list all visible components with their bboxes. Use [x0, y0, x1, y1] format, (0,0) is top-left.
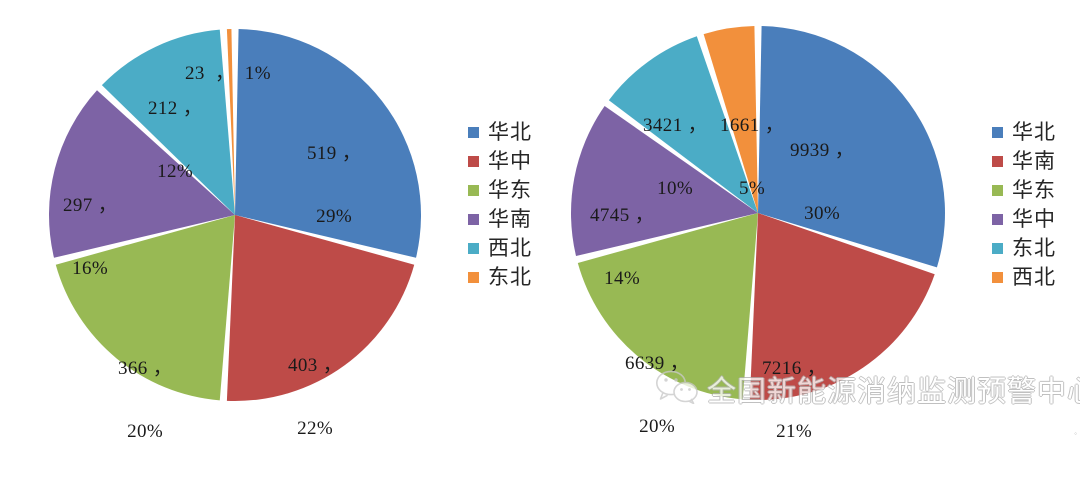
legend-item-华北[interactable]: 华北 — [468, 118, 532, 147]
data-label-huanan: 7216 ， 21% — [762, 315, 826, 485]
data-label-huazhong: 403 ， 22% — [288, 312, 342, 482]
data-label-line1: 403 ， — [288, 354, 343, 376]
legend-swatch-icon — [468, 243, 479, 254]
legend-label: 西北 — [488, 236, 532, 260]
legend-swatch-icon — [468, 156, 479, 167]
data-label-line2: 12% — [157, 161, 194, 183]
pie-slice-东北[interactable] — [226, 29, 235, 216]
pie-chart-left: 华北华中华东华南西北东北 519 ， 29% 403 ， 22% 366 ， 2… — [0, 0, 540, 442]
data-label-xibei: 212 ， 12% — [148, 55, 202, 225]
data-label-line2: 20% — [639, 416, 676, 438]
legend-item-华中[interactable]: 华中 — [468, 147, 532, 176]
legend-swatch-icon — [992, 272, 1003, 283]
legend-swatch-icon — [992, 127, 1003, 138]
legend-label: 华南 — [488, 207, 532, 231]
pie-slice-华东[interactable] — [55, 215, 235, 401]
legend-swatch-icon — [992, 185, 1003, 196]
pie-slice-西北[interactable] — [101, 29, 235, 216]
data-label-line1: 212 ， — [148, 97, 203, 119]
legend-swatch-icon — [468, 185, 479, 196]
pie-slice-西北[interactable] — [703, 26, 758, 214]
legend-item-华东[interactable]: 华东 — [992, 176, 1056, 205]
pie-slice-华北[interactable] — [758, 26, 945, 268]
data-label-line1: 297 ， — [63, 194, 118, 216]
data-label-line2: 14% — [604, 268, 641, 290]
pie-slice-华南[interactable] — [749, 213, 935, 400]
data-label-huabei: 519 ， 29% — [307, 100, 361, 270]
legend-swatch-icon — [992, 243, 1003, 254]
legend-item-华东[interactable]: 华东 — [468, 176, 532, 205]
legend-item-华北[interactable]: 华北 — [992, 118, 1056, 147]
legend-label: 华东 — [1012, 178, 1056, 202]
corner-mark: ◦ — [1074, 429, 1077, 438]
pie-slices-left — [48, 29, 422, 401]
legend-label: 华东 — [488, 178, 532, 202]
data-label-line2: 16% — [72, 258, 109, 280]
pie-slice-华东[interactable] — [577, 213, 758, 400]
pie-slice-华北[interactable] — [235, 29, 422, 258]
legend-label: 华南 — [1012, 149, 1056, 173]
data-label-huadong: 366 ， 20% — [118, 315, 172, 485]
pie-slice-华中[interactable] — [571, 106, 758, 257]
data-label-line1: 6639 ， — [625, 352, 690, 374]
legend-label: 华中 — [488, 149, 532, 173]
legend-item-西北[interactable]: 西北 — [992, 263, 1056, 292]
legend-item-华南[interactable]: 华南 — [468, 205, 532, 234]
data-label-line1: 519 ， — [307, 142, 362, 164]
data-label-line1: 9939 ， — [790, 139, 855, 161]
data-label-line2: 20% — [127, 421, 164, 443]
legend-swatch-icon — [468, 127, 479, 138]
data-label-line1: 23 ， 1% — [185, 62, 271, 84]
pie-slice-华南[interactable] — [48, 90, 235, 258]
data-label-line2: 5% — [739, 178, 766, 200]
data-label-line1: 7216 ， — [762, 357, 827, 379]
data-label-line2: 30% — [804, 203, 841, 225]
data-label-huanan: 297 ， 16% — [63, 152, 117, 322]
legend-swatch-icon — [468, 272, 479, 283]
legend-item-东北[interactable]: 东北 — [992, 234, 1056, 263]
data-label-line1: 4745 ， — [590, 204, 655, 226]
legend-item-东北[interactable]: 东北 — [468, 263, 532, 292]
data-label-xibei: 1661 ， 5% — [720, 72, 784, 242]
data-label-line1: 3421 ， — [643, 114, 708, 136]
legend-label: 东北 — [488, 265, 532, 289]
legend-label: 华北 — [1012, 120, 1056, 144]
pie-slice-华中[interactable] — [226, 215, 415, 401]
pie-slices-right — [571, 26, 945, 400]
legend-left: 华北华中华东华南西北东北 — [468, 118, 532, 292]
legend-item-华中[interactable]: 华中 — [992, 205, 1056, 234]
legend-label: 东北 — [1012, 236, 1056, 260]
legend-swatch-icon — [468, 214, 479, 225]
legend-swatch-icon — [992, 214, 1003, 225]
legend-item-西北[interactable]: 西北 — [468, 234, 532, 263]
legend-right: 华北华南华东华中东北西北 — [992, 118, 1056, 292]
legend-label: 华北 — [488, 120, 532, 144]
data-label-line2: 22% — [297, 418, 334, 440]
data-label-line1: 366 ， — [118, 357, 173, 379]
data-label-line2: 10% — [657, 178, 694, 200]
data-label-line2: 21% — [776, 421, 813, 443]
data-label-line2: 29% — [316, 206, 353, 228]
data-label-dongbei: 3421 ， 10% — [643, 72, 707, 242]
data-label-dongbei: 23 ， 1% — [185, 20, 271, 126]
legend-item-华南[interactable]: 华南 — [992, 147, 1056, 176]
legend-label: 西北 — [1012, 265, 1056, 289]
data-label-huabei: 9939 ， 30% — [790, 97, 854, 267]
data-label-huadong: 6639 ， 20% — [625, 310, 689, 480]
legend-swatch-icon — [992, 156, 1003, 167]
legend-label: 华中 — [1012, 207, 1056, 231]
data-label-line1: 1661 ， — [720, 114, 785, 136]
pie-chart-right: 华北华南华东华中东北西北 9939 ， 30% 7216 ， 21% 6639 … — [540, 0, 1080, 442]
data-label-huazhong: 4745 ， 14% — [590, 162, 654, 332]
pie-slice-东北[interactable] — [608, 36, 758, 213]
